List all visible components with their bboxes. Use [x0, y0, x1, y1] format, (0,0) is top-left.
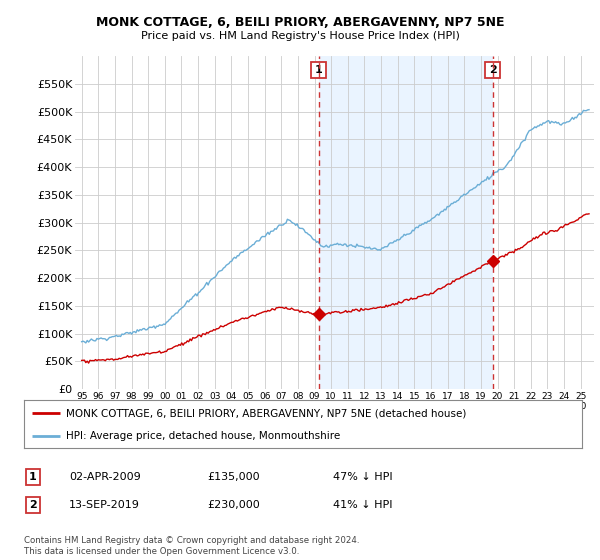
Text: HPI: Average price, detached house, Monmouthshire: HPI: Average price, detached house, Monm…: [66, 431, 340, 441]
Text: 13-SEP-2019: 13-SEP-2019: [69, 500, 140, 510]
Text: 47% ↓ HPI: 47% ↓ HPI: [333, 472, 392, 482]
Bar: [319, 56, 493, 389]
Text: £230,000: £230,000: [207, 500, 260, 510]
Text: 1: 1: [29, 472, 37, 482]
Text: 2: 2: [29, 500, 37, 510]
Text: Price paid vs. HM Land Registry's House Price Index (HPI): Price paid vs. HM Land Registry's House …: [140, 31, 460, 41]
Text: 2: 2: [489, 65, 497, 75]
Text: 02-APR-2009: 02-APR-2009: [69, 472, 141, 482]
Text: MONK COTTAGE, 6, BEILI PRIORY, ABERGAVENNY, NP7 5NE (detached house): MONK COTTAGE, 6, BEILI PRIORY, ABERGAVEN…: [66, 408, 466, 418]
Text: 1: 1: [315, 65, 323, 75]
Text: £135,000: £135,000: [207, 472, 260, 482]
Text: MONK COTTAGE, 6, BEILI PRIORY, ABERGAVENNY, NP7 5NE: MONK COTTAGE, 6, BEILI PRIORY, ABERGAVEN…: [96, 16, 504, 29]
Text: 41% ↓ HPI: 41% ↓ HPI: [333, 500, 392, 510]
Text: Contains HM Land Registry data © Crown copyright and database right 2024.
This d: Contains HM Land Registry data © Crown c…: [24, 536, 359, 556]
